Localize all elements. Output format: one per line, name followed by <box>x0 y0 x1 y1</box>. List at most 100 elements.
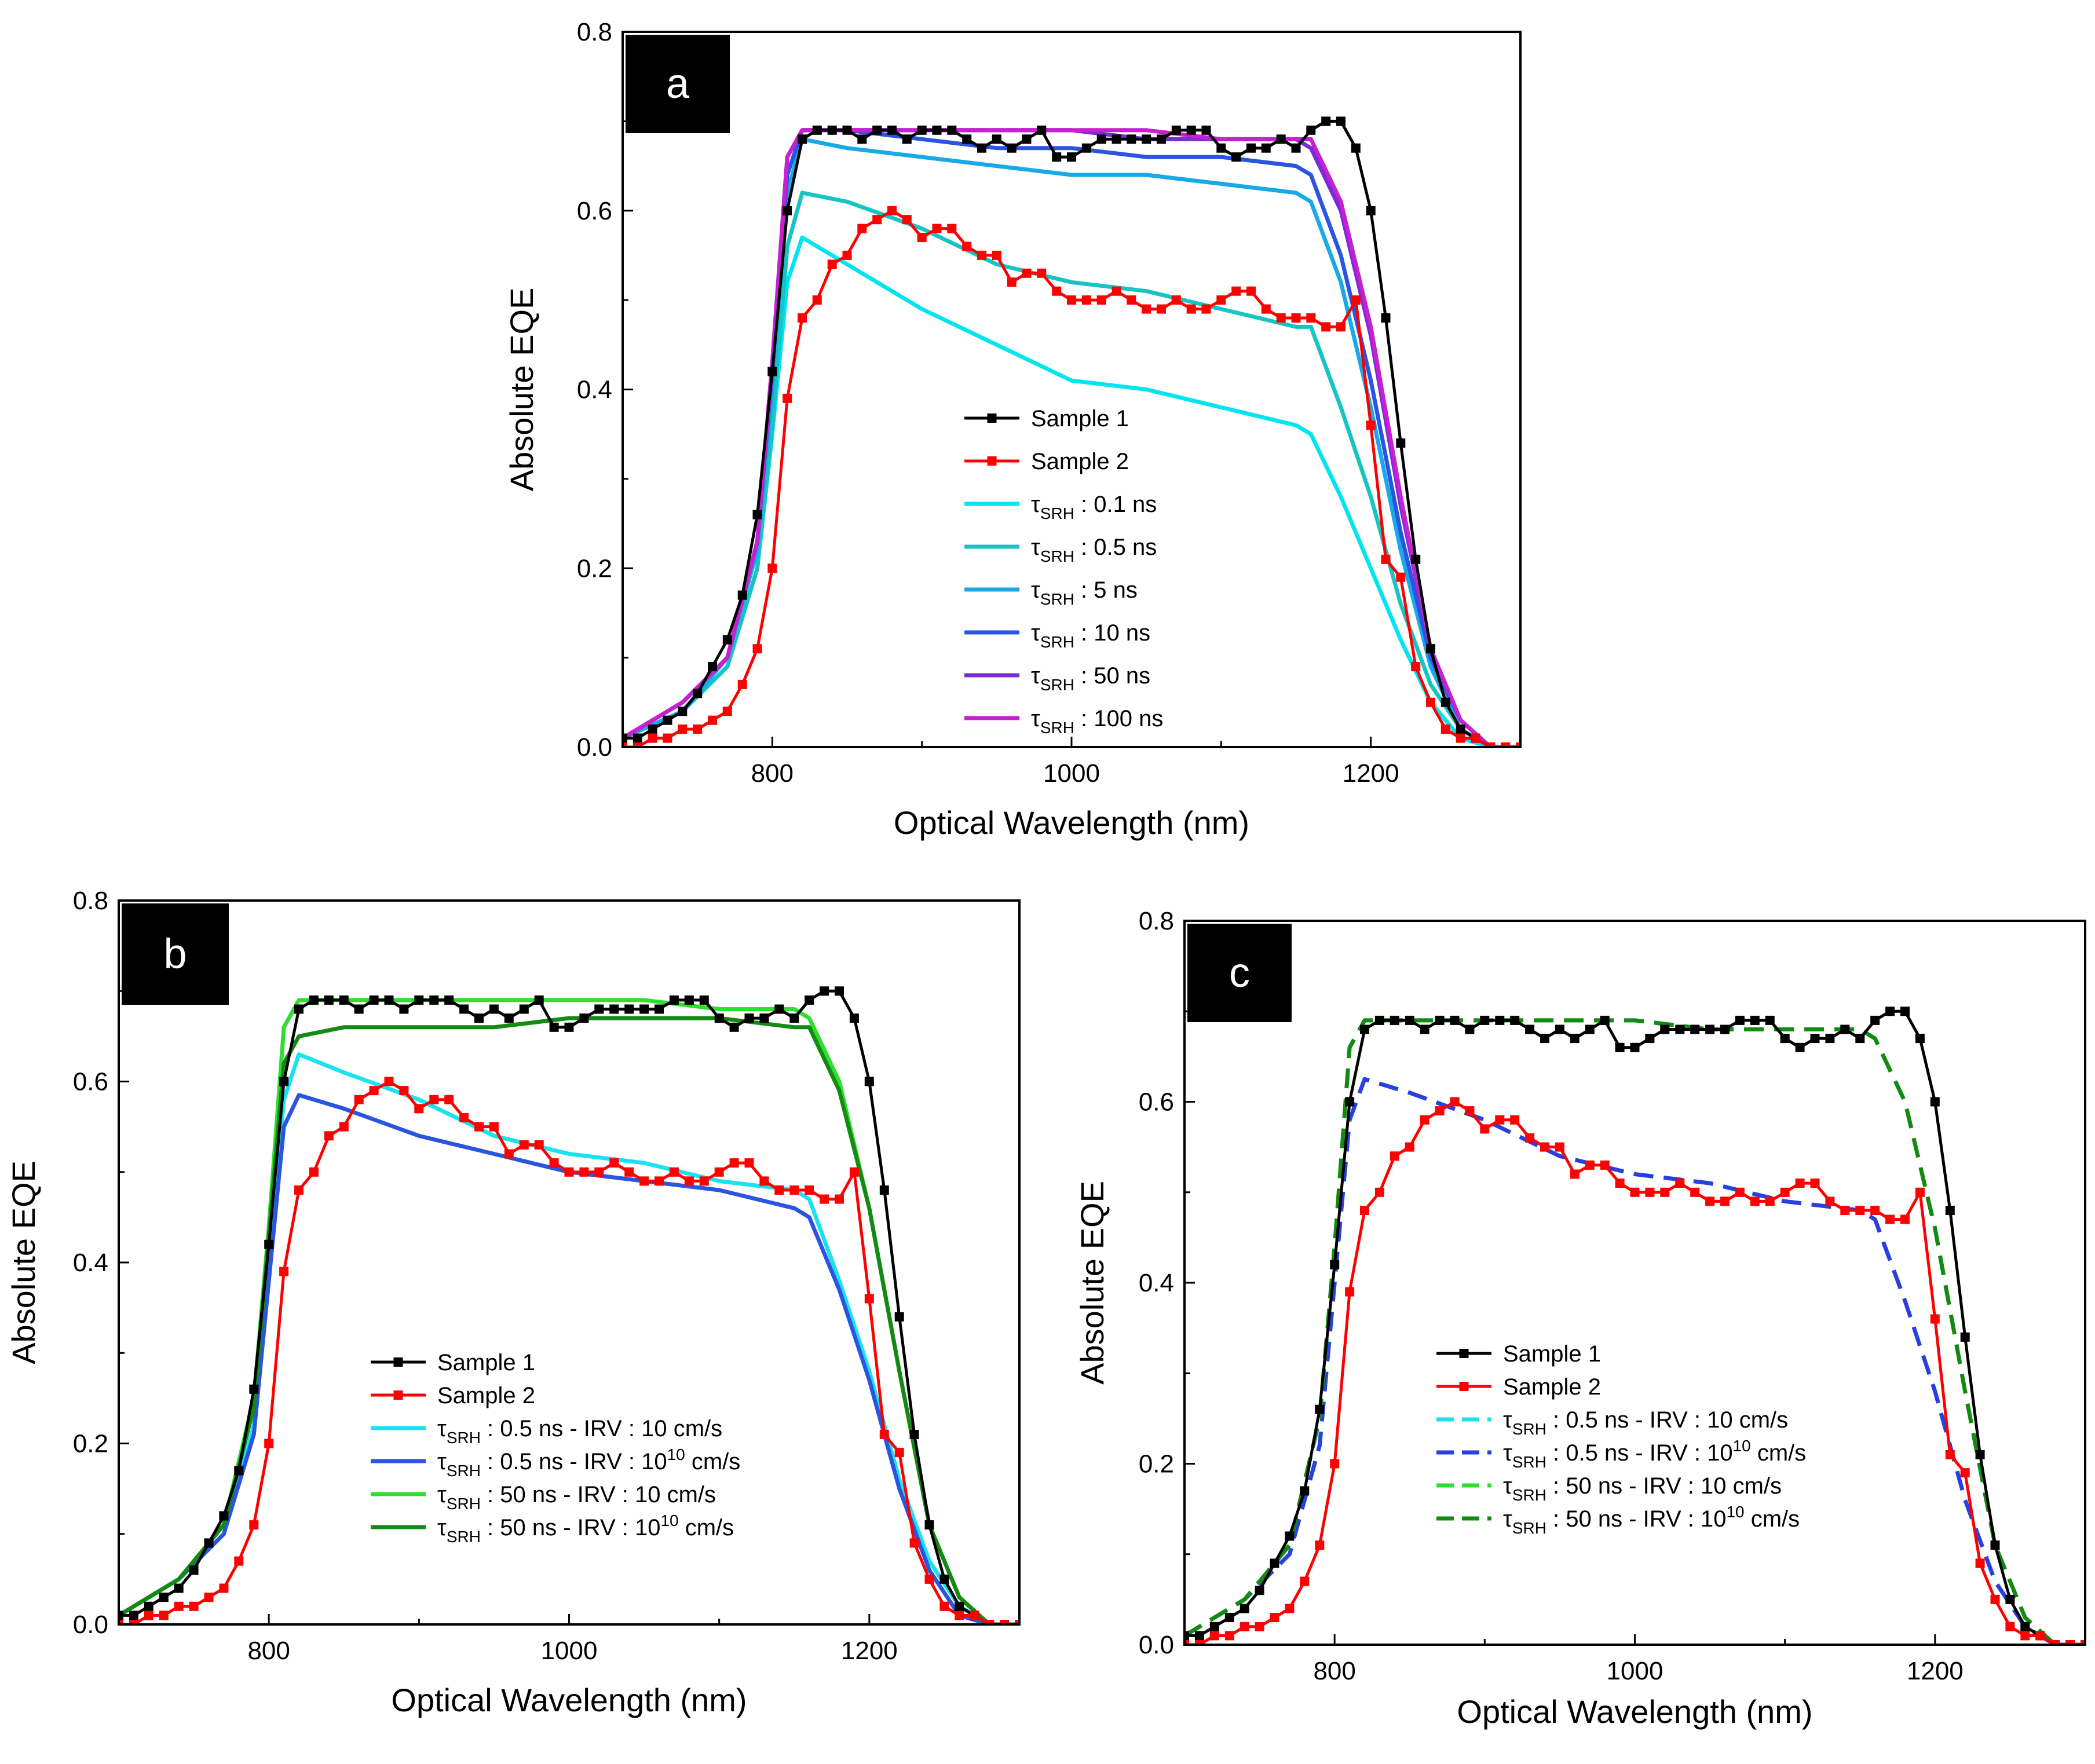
data-point <box>872 215 882 225</box>
data-point <box>519 1004 529 1014</box>
data-point <box>1291 313 1301 323</box>
data-point <box>624 1167 634 1177</box>
legend-label: τSRH : 0.1 ns <box>1031 492 1157 522</box>
x-tick-label: 1200 <box>841 1637 898 1665</box>
data-point <box>279 1267 289 1276</box>
data-point <box>1420 1024 1429 1034</box>
data-point <box>1000 1620 1010 1624</box>
data-point <box>623 742 627 747</box>
data-point <box>1291 143 1301 153</box>
data-point <box>444 995 454 1005</box>
legend-marker <box>393 1390 403 1400</box>
data-point <box>1795 1042 1805 1052</box>
data-point <box>609 1004 619 1014</box>
series-line-2 <box>1184 1077 2085 1645</box>
data-point <box>564 1167 574 1177</box>
data-point <box>774 1185 784 1195</box>
data-point <box>1390 1015 1399 1025</box>
data-point <box>648 724 657 734</box>
legend-marker <box>987 456 997 466</box>
data-point <box>1209 1631 1219 1641</box>
data-point <box>729 1022 739 1032</box>
data-point <box>1240 1604 1249 1613</box>
data-point <box>1366 206 1376 215</box>
data-point <box>1374 1187 1384 1197</box>
data-point <box>1224 1613 1234 1623</box>
data-point <box>835 1194 844 1204</box>
data-point <box>789 1013 799 1023</box>
data-point <box>1186 304 1196 314</box>
data-point <box>159 1593 169 1602</box>
data-point <box>1052 152 1062 162</box>
data-point <box>1960 1332 1970 1342</box>
data-point <box>1975 1450 1985 1459</box>
data-point <box>924 1574 934 1584</box>
data-point <box>1615 1179 1625 1188</box>
data-point <box>1037 268 1047 278</box>
data-point <box>1194 1640 1204 1645</box>
data-point <box>752 644 762 654</box>
data-point <box>279 1077 289 1086</box>
data-point <box>714 1167 724 1177</box>
legend-label: τSRH : 50 ns - IRV : 10 cm/s <box>437 1482 716 1513</box>
data-point <box>1255 1586 1264 1595</box>
data-point <box>444 1095 454 1104</box>
data-point <box>1351 295 1361 305</box>
data-point <box>1330 1459 1340 1469</box>
x-tick-label: 1200 <box>1907 1657 1964 1685</box>
data-point <box>1246 143 1256 153</box>
data-point <box>849 1167 859 1177</box>
data-point <box>1007 143 1017 153</box>
data-point <box>1231 152 1241 162</box>
data-point <box>1216 143 1226 153</box>
data-point <box>1435 1106 1445 1116</box>
data-point <box>887 206 897 215</box>
data-point <box>1825 1196 1835 1206</box>
data-point <box>894 1448 904 1458</box>
data-point <box>759 1176 769 1186</box>
series-line-3 <box>119 1093 1019 1624</box>
legend-label: τSRH : 0.5 ns - IRV : 10 cm/s <box>437 1416 722 1447</box>
data-point <box>1345 1287 1355 1297</box>
data-point <box>820 1194 829 1204</box>
data-point <box>624 1004 634 1014</box>
data-point <box>1022 134 1032 144</box>
x-axis-title: Optical Wavelength (nm) <box>894 804 1249 841</box>
data-point <box>1615 1042 1625 1052</box>
data-point <box>2035 1631 2045 1641</box>
data-point <box>1330 1260 1340 1269</box>
data-point <box>1270 1613 1279 1623</box>
data-point <box>474 1013 484 1023</box>
data-point <box>864 1077 874 1086</box>
data-point <box>639 1176 649 1186</box>
data-point <box>1795 1179 1805 1188</box>
x-axis-title: Optical Wavelength (nm) <box>1457 1693 1812 1730</box>
data-point <box>1411 662 1421 672</box>
data-point <box>1171 125 1181 135</box>
data-point <box>1930 1097 1940 1107</box>
legend-label: τSRH : 0.5 ns - IRV : 1010 cm/s <box>1503 1437 1806 1471</box>
data-point <box>594 1167 604 1177</box>
data-point <box>962 134 972 144</box>
data-point <box>805 1185 814 1195</box>
series-line-4 <box>1184 1018 2085 1645</box>
data-point <box>1540 1034 1549 1044</box>
data-point <box>894 1312 904 1322</box>
y-tick-label: 0.0 <box>577 733 612 762</box>
panel-label: a <box>666 61 690 107</box>
data-point <box>594 1004 604 1014</box>
data-point <box>1246 286 1256 296</box>
data-point <box>714 1013 724 1023</box>
data-point <box>1381 554 1391 564</box>
y-tick-label: 0.8 <box>1139 907 1174 935</box>
data-point <box>909 1538 919 1548</box>
data-point <box>2020 1631 2030 1641</box>
series-line-4 <box>623 137 1520 747</box>
legend: Sample 1 Sample 2 τSRH : 0.1 ns τSRH : 0.5 … <box>964 406 1163 737</box>
y-axis-title: Absolute EQE <box>503 288 540 492</box>
data-point <box>324 995 334 1005</box>
data-point <box>1184 1631 1189 1641</box>
data-point <box>1750 1015 1760 1025</box>
legend-marker <box>1459 1382 1469 1391</box>
